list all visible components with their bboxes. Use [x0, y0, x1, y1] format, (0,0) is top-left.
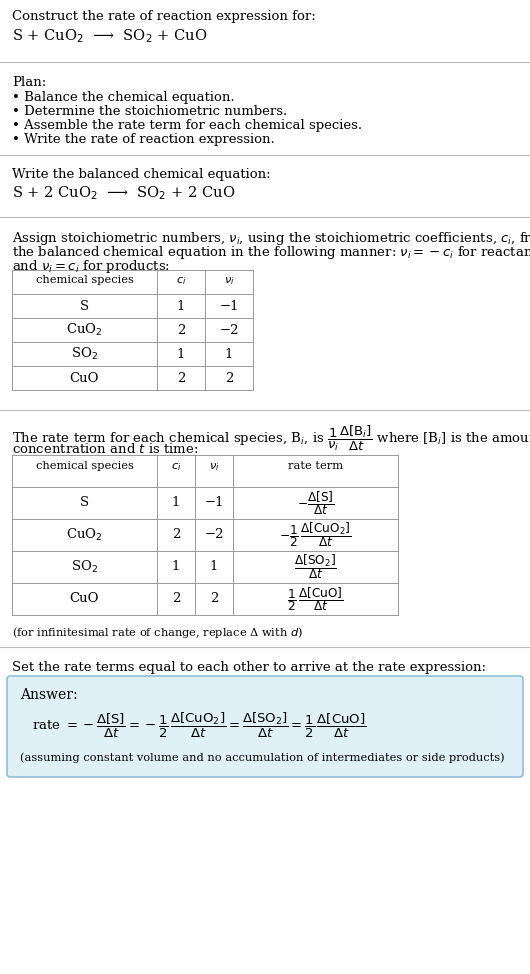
Text: 1: 1 — [225, 348, 233, 360]
Text: Write the balanced chemical equation:: Write the balanced chemical equation: — [12, 168, 271, 181]
Text: $\dfrac{\Delta[\mathrm{SO_2}]}{\Delta t}$: $\dfrac{\Delta[\mathrm{SO_2}]}{\Delta t}… — [294, 552, 337, 581]
Text: $\nu_i$: $\nu_i$ — [224, 275, 234, 286]
Text: $-\dfrac{1}{2}\,\dfrac{\Delta[\mathrm{CuO_2}]}{\Delta t}$: $-\dfrac{1}{2}\,\dfrac{\Delta[\mathrm{Cu… — [279, 520, 352, 549]
Text: 1: 1 — [210, 560, 218, 574]
Text: rate term: rate term — [288, 461, 343, 471]
Text: S: S — [80, 497, 89, 509]
Text: Answer:: Answer: — [20, 688, 77, 702]
Text: 2: 2 — [172, 529, 180, 542]
Text: chemical species: chemical species — [36, 275, 134, 285]
Text: S: S — [80, 299, 89, 313]
Text: • Determine the stoichiometric numbers.: • Determine the stoichiometric numbers. — [12, 105, 287, 118]
Text: the balanced chemical equation in the following manner: $\nu_i = -c_i$ for react: the balanced chemical equation in the fo… — [12, 244, 530, 261]
Text: −1: −1 — [219, 299, 238, 313]
Text: −1: −1 — [204, 497, 224, 509]
Text: S + CuO$_2$  ⟶  SO$_2$ + CuO: S + CuO$_2$ ⟶ SO$_2$ + CuO — [12, 27, 207, 45]
Text: Construct the rate of reaction expression for:: Construct the rate of reaction expressio… — [12, 10, 316, 23]
Text: 2: 2 — [172, 592, 180, 606]
Text: 2: 2 — [177, 323, 185, 336]
Text: $c_i$: $c_i$ — [176, 275, 186, 286]
Text: concentration and $t$ is time:: concentration and $t$ is time: — [12, 442, 198, 456]
Text: Set the rate terms equal to each other to arrive at the rate expression:: Set the rate terms equal to each other t… — [12, 661, 486, 674]
Text: The rate term for each chemical species, B$_i$, is $\dfrac{1}{\nu_i}\dfrac{\Delt: The rate term for each chemical species,… — [12, 424, 530, 453]
Text: 1: 1 — [177, 299, 185, 313]
Text: $-\dfrac{\Delta[\mathrm{S}]}{\Delta t}$: $-\dfrac{\Delta[\mathrm{S}]}{\Delta t}$ — [297, 489, 334, 517]
Text: −2: −2 — [204, 529, 224, 542]
Text: 2: 2 — [210, 592, 218, 606]
Text: CuO: CuO — [70, 371, 99, 385]
Text: 2: 2 — [225, 371, 233, 385]
Text: 2: 2 — [177, 371, 185, 385]
FancyBboxPatch shape — [7, 676, 523, 777]
Text: 1: 1 — [172, 497, 180, 509]
Text: CuO$_2$: CuO$_2$ — [66, 322, 103, 338]
Text: • Assemble the rate term for each chemical species.: • Assemble the rate term for each chemic… — [12, 119, 362, 132]
Text: • Balance the chemical equation.: • Balance the chemical equation. — [12, 91, 235, 104]
Text: Assign stoichiometric numbers, $\nu_i$, using the stoichiometric coefficients, $: Assign stoichiometric numbers, $\nu_i$, … — [12, 230, 530, 247]
Text: $c_i$: $c_i$ — [171, 461, 181, 472]
Text: $\dfrac{1}{2}\,\dfrac{\Delta[\mathrm{CuO}]}{\Delta t}$: $\dfrac{1}{2}\,\dfrac{\Delta[\mathrm{CuO… — [287, 585, 344, 613]
Text: (for infinitesimal rate of change, replace Δ with $d$): (for infinitesimal rate of change, repla… — [12, 625, 303, 640]
Text: −2: −2 — [219, 323, 238, 336]
Text: SO$_2$: SO$_2$ — [71, 559, 98, 575]
Text: 1: 1 — [177, 348, 185, 360]
Text: and $\nu_i = c_i$ for products:: and $\nu_i = c_i$ for products: — [12, 258, 170, 275]
Text: CuO: CuO — [70, 592, 99, 606]
Text: CuO$_2$: CuO$_2$ — [66, 527, 103, 543]
Text: $\nu_i$: $\nu_i$ — [209, 461, 219, 472]
Text: SO$_2$: SO$_2$ — [71, 346, 98, 362]
Text: rate $= -\dfrac{\Delta[\mathrm{S}]}{\Delta t} = -\dfrac{1}{2}\,\dfrac{\Delta[\ma: rate $= -\dfrac{\Delta[\mathrm{S}]}{\Del… — [32, 711, 366, 740]
Text: 1: 1 — [172, 560, 180, 574]
Text: (assuming constant volume and no accumulation of intermediates or side products): (assuming constant volume and no accumul… — [20, 752, 505, 763]
Text: chemical species: chemical species — [36, 461, 134, 471]
Text: • Write the rate of reaction expression.: • Write the rate of reaction expression. — [12, 133, 275, 146]
Text: S + 2 CuO$_2$  ⟶  SO$_2$ + 2 CuO: S + 2 CuO$_2$ ⟶ SO$_2$ + 2 CuO — [12, 184, 235, 202]
Text: Plan:: Plan: — [12, 76, 46, 89]
